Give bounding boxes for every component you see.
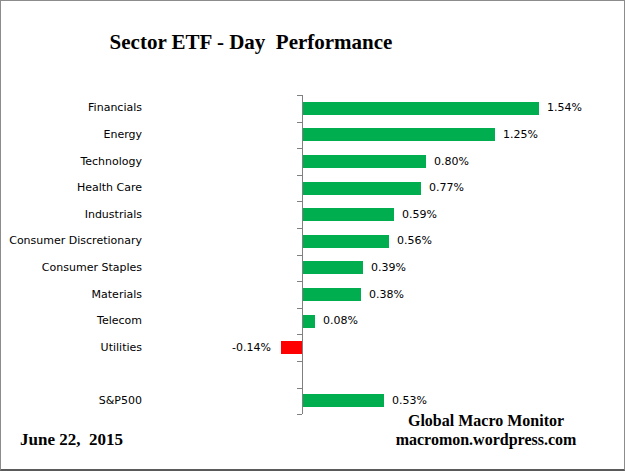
category-label: Utilities	[1, 341, 142, 355]
value-label: 0.53%	[392, 394, 427, 408]
axis-tick-mark	[297, 148, 302, 149]
value-label: -0.14%	[232, 341, 271, 355]
chart-title: Sector ETF - Day Performance	[1, 30, 501, 55]
bar-S&P500	[303, 394, 384, 407]
axis-tick-mark	[297, 281, 302, 282]
category-label: S&P500	[1, 394, 142, 408]
axis-tick-mark	[297, 228, 302, 229]
category-label: Consumer Discretionary	[1, 234, 142, 248]
value-label: 0.08%	[323, 314, 358, 328]
date-label: June 22, 2015	[20, 430, 123, 450]
category-label: Industrials	[1, 208, 142, 222]
category-label: Health Care	[1, 181, 142, 195]
attribution-url: macromon.wordpress.com	[356, 430, 616, 449]
category-label: Consumer Staples	[1, 261, 142, 275]
chart-frame: Sector ETF - Day Performance Financials 1…	[0, 0, 625, 471]
attribution-source: Global Macro Monitor	[356, 411, 616, 430]
value-label: 0.77%	[429, 181, 464, 195]
bar-Industrials	[303, 208, 394, 221]
axis-tick-mark	[297, 361, 302, 362]
category-label: Telecom	[1, 314, 142, 328]
category-label: Energy	[1, 128, 142, 142]
bar-Telecom	[303, 315, 315, 328]
bar-Utilities	[281, 341, 302, 354]
value-label: 0.38%	[369, 288, 404, 302]
category-label: Financials	[1, 101, 142, 115]
axis-tick-mark	[297, 175, 302, 176]
y-axis-line	[302, 95, 303, 414]
bar-Consumer Staples	[303, 261, 363, 274]
axis-tick-mark	[297, 334, 302, 335]
bar-Energy	[303, 128, 495, 141]
bar-Financials	[303, 102, 539, 115]
value-label: 0.39%	[371, 261, 406, 275]
bar-Materials	[303, 288, 361, 301]
axis-tick-mark	[297, 414, 302, 415]
value-label: 0.59%	[402, 208, 437, 222]
attribution: Global Macro Monitor macromon.wordpress.…	[356, 411, 616, 449]
axis-tick-mark	[297, 255, 302, 256]
value-label: 0.80%	[434, 155, 469, 169]
bar-Health Care	[303, 182, 421, 195]
axis-tick-mark	[297, 388, 302, 389]
bar-Consumer Discretionary	[303, 235, 389, 248]
category-label: Materials	[1, 288, 142, 302]
value-label: 0.56%	[397, 234, 432, 248]
value-label: 1.54%	[547, 101, 582, 115]
category-label: Technology	[1, 155, 142, 169]
value-label: 1.25%	[503, 128, 538, 142]
axis-tick-mark	[297, 308, 302, 309]
axis-tick-mark	[297, 122, 302, 123]
axis-tick-mark	[297, 95, 302, 96]
axis-tick-mark	[297, 201, 302, 202]
bar-Technology	[303, 155, 426, 168]
